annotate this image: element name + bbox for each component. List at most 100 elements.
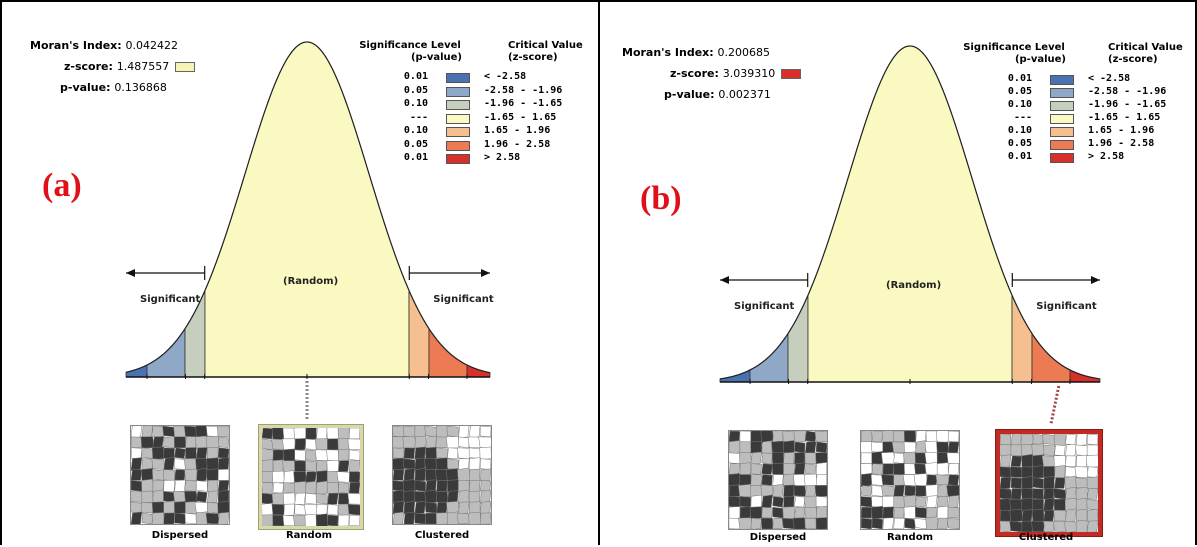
legend-z-range: -2.58 - -1.96 xyxy=(484,84,563,96)
z-value: 3.039310 xyxy=(722,67,776,80)
z-score-swatch xyxy=(175,62,196,72)
thumbnail-label: Clustered xyxy=(414,530,470,541)
thumbnail-clustered xyxy=(996,430,1102,536)
moran-row: Moran's Index: 0.200685 xyxy=(622,42,801,63)
moran-key: Moran's Index: xyxy=(30,39,126,52)
legend-z-range: > 2.58 xyxy=(1088,151,1125,162)
legend-p-value: 0.01 xyxy=(403,71,428,82)
legend-p-value: 0.01 xyxy=(403,152,428,163)
moran-key: Moran's Index: xyxy=(622,46,718,59)
legend-swatch xyxy=(446,140,470,151)
z-score-swatch xyxy=(781,69,802,79)
thumbnail-dispersed xyxy=(130,425,230,525)
significant-left-label: Significant xyxy=(140,294,201,305)
stats-block: Moran's Index: 0.042422 z-score: 1.487557… xyxy=(30,35,196,98)
random-label: (Random) xyxy=(283,276,339,287)
legend-z-range: < -2.58 xyxy=(484,71,527,82)
legend-z-range: > 2.58 xyxy=(484,152,521,163)
legend-p-value: 0.05 xyxy=(1007,86,1032,97)
curve-outline xyxy=(719,45,1101,380)
z-key: z-score: xyxy=(670,67,723,80)
legend-z-range: -2.58 - -1.96 xyxy=(1088,86,1167,97)
legend-p-value: --- xyxy=(1013,112,1032,123)
z-key: z-score: xyxy=(64,60,117,73)
normal-distribution-curve xyxy=(125,41,491,419)
legend-z-range: -1.96 - -1.65 xyxy=(1088,99,1167,110)
legend-swatch xyxy=(1050,101,1074,111)
legend-swatch xyxy=(1050,140,1074,150)
legend-swatch xyxy=(1050,75,1074,85)
random-label: (Random) xyxy=(886,280,942,291)
legend-p-value: 0.10 xyxy=(403,98,428,109)
curve-band-4 xyxy=(408,290,430,378)
left-arrow-icon xyxy=(126,266,206,280)
left-arrow-icon xyxy=(720,273,809,287)
significant-left-label: Significant xyxy=(734,301,795,312)
legend-header-significance: Significance Level (p-value) xyxy=(962,42,1066,66)
legend-swatch xyxy=(446,154,470,164)
panel-label: (a) xyxy=(42,167,82,204)
z-row: z-score: 1.487557 xyxy=(30,56,196,77)
legend-p-value: 0.10 xyxy=(1007,99,1032,110)
thumbnail-label: Dispersed xyxy=(151,530,209,541)
legend-header-crit-line2: (z-score) xyxy=(508,52,558,63)
legend-header-critical: Critical Value (z-score) xyxy=(1108,42,1183,66)
highlight-connector xyxy=(1049,385,1061,425)
panel-a: (Random) Significant Significant Moran's In… xyxy=(0,0,598,545)
thumbnail-label: Clustered xyxy=(1018,532,1074,543)
legend-z-range: -1.65 - 1.65 xyxy=(1088,112,1161,123)
legend-header-sig-line2: (p-value) xyxy=(410,52,462,63)
stats-block: Moran's Index: 0.200685 z-score: 3.039310… xyxy=(622,42,802,105)
legend-swatch xyxy=(446,86,470,97)
legend-z-range: -1.96 - -1.65 xyxy=(484,98,563,109)
curve-band-4 xyxy=(1011,295,1033,383)
legend-row: 0.05 1.96 - 2.58 xyxy=(992,137,1192,151)
legend-p-value: 0.05 xyxy=(1007,138,1032,149)
legend-row: --- -1.65 - 1.65 xyxy=(388,111,588,125)
legend-row: 0.10 1.65 - 1.96 xyxy=(992,124,1192,138)
right-arrow-icon xyxy=(408,266,490,280)
curve-outline xyxy=(125,41,491,374)
z-value: 1.487557 xyxy=(116,60,170,73)
p-row: p-value: 0.002371 xyxy=(622,84,801,105)
right-arrow-icon xyxy=(1011,273,1100,287)
legend-row: 0.10 -1.96 - -1.65 xyxy=(388,97,588,111)
legend-header-sig-line1: Significance Level xyxy=(359,40,461,51)
legend-row: 0.01 > 2.58 xyxy=(388,151,588,165)
curve-band-3 xyxy=(204,41,410,378)
p-row: p-value: 0.136868 xyxy=(30,77,195,98)
legend-header-crit-line1: Critical Value xyxy=(1108,42,1183,53)
legend-swatch xyxy=(1050,127,1074,137)
legend-p-value: 0.01 xyxy=(1007,151,1032,162)
moran-value: 0.200685 xyxy=(717,46,771,59)
legend-z-range: 1.65 - 1.96 xyxy=(1088,125,1155,136)
panel-label: (b) xyxy=(640,180,682,217)
legend-row: 0.01 > 2.58 xyxy=(992,150,1192,164)
thumbnail-label: Random xyxy=(285,530,332,541)
thumbnail-label: Random xyxy=(886,532,933,543)
legend-swatch xyxy=(446,127,470,137)
curve-band-3 xyxy=(807,45,1013,383)
p-value: 0.136868 xyxy=(114,81,167,94)
thumbnail-clustered xyxy=(392,425,492,525)
legend-header-critical: Critical Value (z-score) xyxy=(508,40,583,64)
legend-p-value: 0.10 xyxy=(403,125,428,136)
legend-row: --- -1.65 - 1.65 xyxy=(992,111,1192,125)
legend-z-range: < -2.58 xyxy=(1088,73,1131,84)
legend-row: 0.05 -2.58 - -1.96 xyxy=(388,84,588,98)
legend-header-sig-line1: Significance Level xyxy=(963,42,1065,53)
legend-z-range: -1.65 - 1.65 xyxy=(484,111,557,123)
legend-swatch xyxy=(1050,88,1074,98)
legend-row: 0.01 < -2.58 xyxy=(992,72,1192,86)
p-key: p-value: xyxy=(60,81,115,94)
legend-row: 0.05 1.96 - 2.58 xyxy=(388,138,588,152)
legend-swatch xyxy=(446,100,470,110)
thumbnail-random xyxy=(860,430,960,530)
thumbnail-label: Dispersed xyxy=(749,532,807,543)
legend-swatch xyxy=(446,113,470,124)
moran-row: Moran's Index: 0.042422 xyxy=(30,35,195,56)
thumbnail-dispersed xyxy=(728,430,828,530)
legend-row: 0.01 < -2.58 xyxy=(388,70,588,84)
legend-z-range: 1.96 - 2.58 xyxy=(1088,138,1155,149)
p-key: p-value: xyxy=(664,88,719,101)
